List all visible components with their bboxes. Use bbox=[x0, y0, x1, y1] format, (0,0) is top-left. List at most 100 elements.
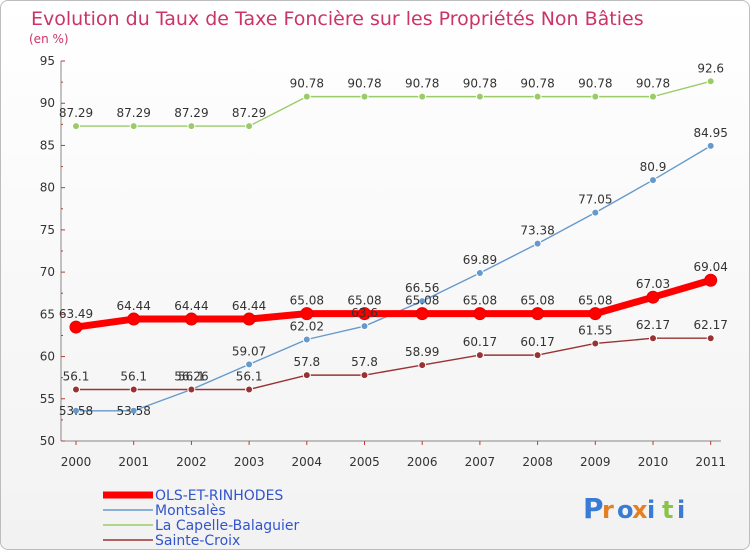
y-tick-label: 50 bbox=[40, 434, 55, 448]
data-label: 87.29 bbox=[174, 106, 208, 120]
y-tick-label: 95 bbox=[40, 54, 55, 68]
y-tick-label: 75 bbox=[40, 223, 55, 237]
data-point bbox=[187, 122, 196, 131]
data-label: 61.55 bbox=[578, 323, 612, 337]
data-label: 90.78 bbox=[636, 77, 670, 91]
data-point bbox=[533, 351, 542, 360]
data-point bbox=[475, 92, 484, 101]
data-label: 62.17 bbox=[694, 318, 728, 332]
x-tick-label: 2002 bbox=[176, 455, 207, 469]
data-label: 59.07 bbox=[232, 344, 266, 358]
data-label: 90.78 bbox=[405, 77, 439, 91]
data-label: 92.6 bbox=[697, 61, 724, 75]
x-tick-label: 2011 bbox=[695, 455, 726, 469]
data-label: 56.1 bbox=[236, 369, 263, 383]
data-label: 53.58 bbox=[59, 404, 93, 418]
data-point bbox=[72, 385, 80, 394]
legend-label: OLS-ET-RINHODES bbox=[155, 488, 283, 504]
data-label: 57.8 bbox=[293, 355, 320, 369]
data-point bbox=[588, 307, 602, 321]
x-tick-label: 2000 bbox=[61, 455, 92, 469]
data-label: 56.1 bbox=[120, 369, 147, 383]
data-point bbox=[531, 307, 545, 321]
data-point bbox=[418, 92, 427, 101]
data-point bbox=[245, 385, 254, 394]
data-point bbox=[706, 334, 715, 343]
data-label: 62.02 bbox=[290, 319, 324, 333]
data-label: 87.29 bbox=[232, 106, 266, 120]
data-point bbox=[360, 371, 369, 380]
x-tick-label: 2001 bbox=[118, 455, 149, 469]
data-point bbox=[418, 361, 427, 370]
data-point bbox=[242, 312, 256, 326]
data-point bbox=[302, 92, 311, 101]
data-point bbox=[187, 385, 196, 394]
x-tick-label: 2003 bbox=[234, 455, 265, 469]
y-tick-label: 85 bbox=[40, 138, 55, 152]
data-point bbox=[533, 92, 542, 101]
logo-letter: P bbox=[583, 492, 604, 525]
y-tick-label: 80 bbox=[40, 181, 55, 195]
data-label: 69.89 bbox=[463, 253, 497, 267]
x-tick-label: 2009 bbox=[580, 455, 611, 469]
data-point bbox=[72, 406, 80, 415]
logo-letter: i bbox=[647, 496, 655, 524]
series-line-1 bbox=[75, 145, 712, 412]
data-point bbox=[245, 360, 254, 369]
data-label: 64.44 bbox=[174, 299, 208, 313]
data-label: 60.17 bbox=[463, 335, 497, 349]
data-label: 62.17 bbox=[636, 318, 670, 332]
data-point bbox=[591, 339, 600, 348]
data-label: 67.03 bbox=[636, 277, 670, 291]
y-tick-label: 65 bbox=[40, 307, 55, 321]
y-tick-label: 70 bbox=[40, 265, 55, 279]
data-point bbox=[129, 406, 138, 415]
logo-letter: t bbox=[662, 496, 673, 524]
x-tick-label: 2006 bbox=[407, 455, 438, 469]
data-point bbox=[649, 334, 657, 343]
data-label: 57.8 bbox=[351, 355, 378, 369]
data-label: 65.08 bbox=[405, 294, 439, 308]
data-label: 56.1 bbox=[63, 369, 90, 383]
x-tick-label: 2010 bbox=[638, 455, 669, 469]
data-label: 87.29 bbox=[59, 106, 93, 120]
legend-label: La Capelle-Balaguier bbox=[155, 518, 300, 534]
data-point bbox=[360, 322, 369, 331]
x-tick-label: 2007 bbox=[465, 455, 496, 469]
data-label: 80.9 bbox=[640, 160, 667, 174]
data-label: 90.78 bbox=[463, 77, 497, 91]
data-point bbox=[706, 141, 715, 150]
x-tick-label: 2008 bbox=[522, 455, 553, 469]
data-label: 69.04 bbox=[694, 260, 728, 274]
data-point bbox=[360, 92, 369, 101]
data-label: 87.29 bbox=[117, 106, 151, 120]
data-label: 53.58 bbox=[117, 404, 151, 418]
series-line-2 bbox=[75, 80, 712, 127]
data-point bbox=[302, 371, 311, 380]
data-label: 65.08 bbox=[290, 294, 324, 308]
logo-letter: i bbox=[677, 496, 685, 524]
legend-label: Montsalès bbox=[155, 503, 226, 519]
proxiti-logo: Pr ox i t i bbox=[583, 492, 685, 525]
data-label: 65.08 bbox=[463, 294, 497, 308]
data-label: 65.08 bbox=[578, 294, 612, 308]
y-tick-label: 55 bbox=[40, 392, 55, 406]
x-tick-label: 2004 bbox=[292, 455, 323, 469]
data-label: 58.99 bbox=[405, 345, 439, 359]
legend-label: Sainte-Croix bbox=[155, 533, 240, 549]
y-tick-label: 60 bbox=[40, 350, 55, 364]
data-point bbox=[473, 307, 487, 321]
data-label: 64.44 bbox=[117, 299, 151, 313]
data-point bbox=[646, 290, 660, 304]
series-line-3 bbox=[75, 337, 712, 391]
logo-letter: o bbox=[617, 496, 634, 524]
data-label: 90.78 bbox=[347, 77, 381, 91]
series-line-0 bbox=[72, 276, 715, 331]
data-point bbox=[649, 176, 657, 185]
data-point bbox=[302, 335, 311, 344]
data-point bbox=[415, 307, 429, 321]
data-point bbox=[69, 320, 83, 334]
chart-title: Evolution du Taux de Taxe Foncière sur l… bbox=[31, 8, 644, 30]
